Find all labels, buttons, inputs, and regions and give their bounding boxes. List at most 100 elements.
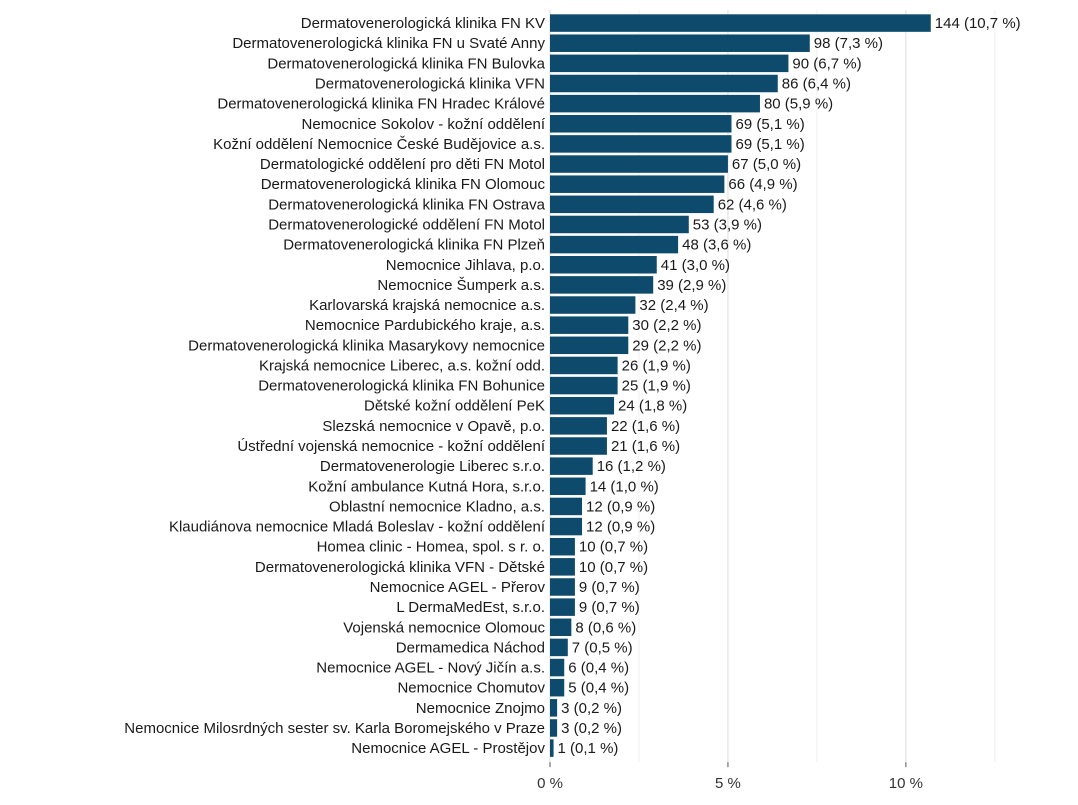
bar	[550, 54, 789, 73]
category-label: Dermatovenerologická klinika FN KV	[301, 15, 545, 32]
category-label: Nemocnice Jihlava, p.o.	[386, 257, 545, 274]
data-label: 10 (0,7 %)	[579, 539, 648, 556]
data-label: 39 (2,9 %)	[657, 277, 726, 294]
bar	[550, 678, 565, 697]
category-label: Dermatovenerologické oddělení FN Motol	[268, 216, 545, 233]
category-label: Dermatologické oddělení pro děti FN Moto…	[260, 156, 545, 173]
category-label: Dermatovenerologická klinika FN Hradec K…	[217, 96, 545, 113]
category-label: Nemocnice Milosrdných sester sv. Karla B…	[124, 720, 545, 737]
bar	[550, 537, 575, 556]
bar	[550, 316, 629, 334]
category-label: Nemocnice Pardubického kraje, a.s.	[305, 317, 545, 334]
bar	[550, 457, 593, 475]
data-label: 80 (5,9 %)	[764, 96, 833, 113]
data-label: 98 (7,3 %)	[814, 35, 883, 52]
category-label: Homea clinic - Homea, spol. s r. o.	[317, 539, 545, 556]
category-label: Nemocnice Sokolov - kožní oddělení	[302, 116, 546, 133]
bar	[550, 417, 607, 435]
category-label: Klaudiánova nemocnice Mladá Boleslav - k…	[169, 519, 546, 536]
data-label: 9 (0,7 %)	[579, 599, 640, 616]
category-label: Dermatovenerologická klinika FN u Svaté …	[232, 35, 545, 52]
x-tick-label: 10 %	[889, 775, 923, 792]
x-axis-ticks: 0 % 5 % 10 %	[537, 762, 923, 792]
category-label: L DermaMedEst, s.r.o.	[396, 599, 545, 616]
data-label: 1 (0,1 %)	[558, 740, 619, 757]
bar	[550, 276, 654, 294]
data-label: 29 (2,2 %)	[632, 337, 701, 354]
bar	[550, 215, 689, 234]
category-label: Nemocnice AGEL - Prostějov	[351, 740, 545, 757]
data-label: 14 (1,0 %)	[590, 478, 659, 495]
data-label: 16 (1,2 %)	[597, 458, 666, 475]
bar	[550, 256, 657, 274]
category-label: Dermatovenerologie Liberec s.r.o.	[320, 458, 545, 475]
data-label: 8 (0,6 %)	[575, 619, 636, 636]
bar	[550, 336, 629, 355]
data-label: 24 (1,8 %)	[618, 398, 687, 415]
data-label: 3 (0,2 %)	[561, 700, 622, 717]
data-label: 30 (2,2 %)	[632, 317, 701, 334]
data-label: 12 (0,9 %)	[586, 519, 655, 536]
category-label: Dermatovenerologická klinika FN Plzeň	[283, 237, 545, 254]
category-label: Dermatovenerologická klinika Masarykovy …	[188, 337, 545, 354]
data-label: 66 (4,9 %)	[728, 176, 797, 193]
bar	[550, 135, 732, 153]
category-label: Kožní oddělení Nemocnice České Budějovic…	[213, 136, 545, 153]
bar	[550, 14, 931, 32]
category-label: Dermatovenerologická klinika VFN	[315, 75, 545, 92]
bar	[550, 396, 615, 415]
bar	[550, 34, 810, 52]
data-label: 5 (0,4 %)	[568, 680, 629, 697]
category-label: Karlovarská krajská nemocnice a.s.	[309, 297, 545, 314]
category-label: Nemocnice AGEL - Nový Jičín a.s.	[316, 660, 545, 677]
bar	[550, 558, 575, 576]
data-label: 6 (0,4 %)	[568, 660, 629, 677]
category-label: Vojenská nemocnice Olomouc	[343, 619, 545, 636]
category-label: Ústřední vojenská nemocnice - kožní oddě…	[237, 438, 546, 455]
data-label: 67 (5,0 %)	[732, 156, 801, 173]
category-label: Nemocnice Chomutov	[397, 680, 545, 697]
data-label: 86 (6,4 %)	[782, 75, 851, 92]
bar	[550, 155, 728, 173]
data-label: 22 (1,6 %)	[611, 418, 680, 435]
x-tick-label: 5 %	[715, 775, 741, 792]
bar	[550, 719, 558, 737]
data-label: 7 (0,5 %)	[572, 639, 633, 656]
category-label: Nemocnice Znojmo	[416, 700, 545, 717]
data-label: 26 (1,9 %)	[622, 357, 691, 374]
bar	[550, 437, 607, 455]
data-label: 90 (6,7 %)	[792, 55, 861, 72]
data-label: 10 (0,7 %)	[579, 559, 648, 576]
data-label: 144 (10,7 %)	[935, 15, 1021, 32]
data-label: 69 (5,1 %)	[735, 116, 804, 133]
data-label: 9 (0,7 %)	[579, 579, 640, 596]
data-labels-group: 144 (10,7 %) 98 (7,3 %) 90 (6,7 %) 86 (6,4 …	[558, 15, 1021, 757]
category-label: Krajská nemocnice Liberec, a.s. kožní od…	[259, 357, 545, 374]
data-label: 21 (1,6 %)	[611, 438, 680, 455]
data-label: 32 (2,4 %)	[639, 297, 708, 314]
category-labels: Dermatovenerologická klinika FN KV Dermat…	[124, 15, 546, 757]
x-tick-label: 0 %	[537, 775, 563, 792]
data-label: 41 (3,0 %)	[661, 257, 730, 274]
bar	[550, 598, 575, 616]
category-label: Kožní ambulance Kutná Hora, s.r.o.	[308, 478, 545, 495]
category-label: Nemocnice AGEL - Přerov	[370, 579, 546, 596]
category-label: Dermatovenerologická klinika VFN - Dětsk…	[255, 559, 545, 576]
bar	[550, 376, 618, 395]
category-label: Nemocnice Šumperk a.s.	[377, 277, 545, 294]
bar	[550, 699, 558, 717]
category-label: Dermatovenerologická klinika FN Bohunice	[258, 378, 545, 395]
data-label: 12 (0,9 %)	[586, 498, 655, 515]
bar	[550, 578, 575, 596]
data-label: 69 (5,1 %)	[735, 136, 804, 153]
bar	[550, 115, 732, 133]
plot-background	[550, 10, 1066, 760]
data-label: 3 (0,2 %)	[561, 720, 622, 737]
bar	[550, 74, 778, 93]
bar	[550, 618, 572, 637]
category-label: Dermatovenerologická klinika FN Olomouc	[261, 176, 546, 193]
bar	[550, 638, 568, 657]
bar	[550, 175, 725, 193]
